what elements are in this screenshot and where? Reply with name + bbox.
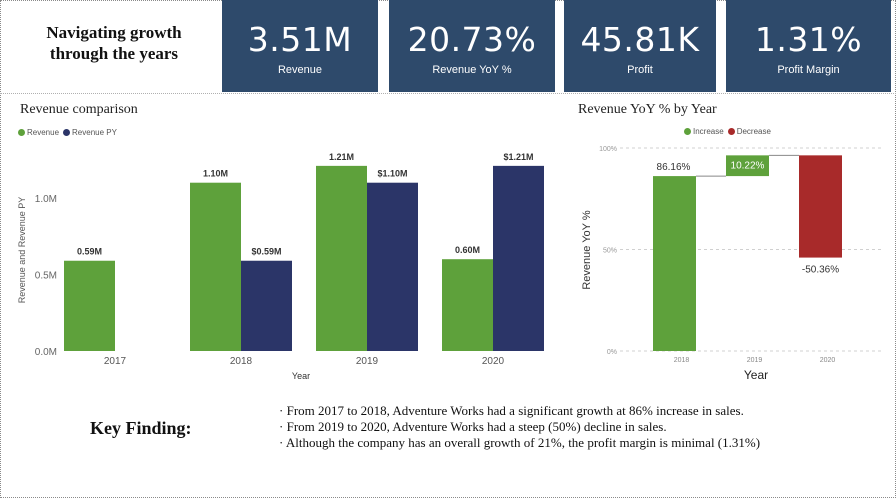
kpi-card-revenue-yoy[interactable]: 20.73% Revenue YoY %	[389, 0, 555, 92]
legend-dot	[727, 128, 735, 135]
revenue-chart-title: Revenue comparison	[20, 102, 138, 117]
legend-item-increase[interactable]: Increase	[684, 127, 724, 136]
revenue-chart-legend: Revenue Revenue PY	[18, 128, 121, 137]
finding-text: Although the company has an overall grow…	[285, 435, 761, 450]
kpi-value: 20.73%	[407, 20, 537, 59]
key-finding-label: Key Finding:	[90, 418, 192, 438]
kpi-label: Profit	[627, 64, 653, 76]
kpi-value: 45.81K	[580, 20, 700, 59]
finding-item: · From 2019 to 2020, Adventure Works had…	[279, 419, 667, 434]
kpi-card-profit-margin[interactable]: 1.31% Profit Margin	[726, 0, 891, 92]
legend-dot	[18, 129, 25, 136]
yoy-chart-legend: Increase Decrease	[684, 127, 775, 136]
page-title: Navigating growth through the years	[46, 23, 182, 63]
legend-item-revenue[interactable]: Revenue	[18, 128, 59, 137]
legend-item-revenue-py[interactable]: Revenue PY	[63, 128, 117, 137]
legend-label: Revenue PY	[72, 128, 117, 137]
header-divider	[0, 93, 896, 94]
key-finding-list: · From 2017 to 2018, Adventure Works had…	[279, 403, 760, 451]
legend-dot	[684, 128, 691, 135]
finding-text: From 2017 to 2018, Adventure Works had a…	[286, 403, 744, 418]
legend-label: Revenue	[27, 128, 60, 137]
kpi-label: Revenue	[277, 64, 323, 76]
finding-text: From 2019 to 2020, Adventure Works had a…	[286, 419, 667, 434]
legend-dot	[63, 129, 71, 136]
legend-label: Increase	[693, 127, 724, 136]
finding-item: · Although the company has an overall gr…	[279, 435, 761, 450]
yoy-chart-title: Revenue YoY % by Year	[578, 102, 717, 117]
kpi-label: Revenue YoY %	[432, 64, 512, 76]
kpi-value: 3.51M	[247, 20, 353, 59]
kpi-card-revenue[interactable]: 3.51M Revenue	[222, 0, 378, 92]
finding-item: · From 2017 to 2018, Adventure Works had…	[279, 403, 744, 418]
legend-item-decrease[interactable]: Decrease	[727, 127, 771, 136]
kpi-value: 1.31%	[754, 20, 863, 59]
kpi-card-profit[interactable]: 45.81K Profit	[564, 0, 716, 92]
kpi-label: Profit Margin	[777, 64, 840, 76]
legend-label: Decrease	[736, 127, 771, 136]
